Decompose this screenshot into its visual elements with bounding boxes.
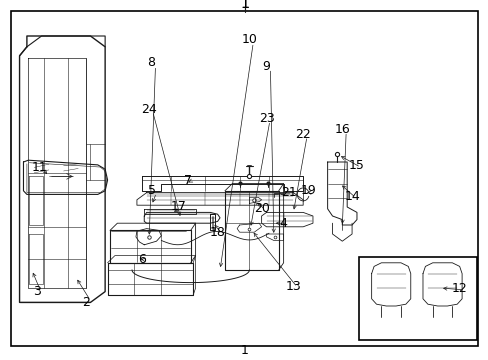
Text: 16: 16 xyxy=(334,123,349,136)
Text: 20: 20 xyxy=(253,202,269,215)
Text: 9: 9 xyxy=(262,60,270,73)
Text: 13: 13 xyxy=(285,280,301,293)
Text: 8: 8 xyxy=(147,57,155,69)
Text: 3: 3 xyxy=(33,285,41,298)
Text: 7: 7 xyxy=(184,174,192,186)
Text: 11: 11 xyxy=(31,161,47,174)
Text: 24: 24 xyxy=(141,103,157,116)
Text: 19: 19 xyxy=(300,184,315,197)
Bar xyxy=(359,257,476,340)
Text: 21: 21 xyxy=(280,186,296,199)
Text: 14: 14 xyxy=(344,190,359,203)
Text: 17: 17 xyxy=(170,201,186,213)
Text: 1: 1 xyxy=(240,0,248,10)
Text: 6: 6 xyxy=(138,253,145,266)
Text: 2: 2 xyxy=(81,296,89,309)
Text: 18: 18 xyxy=(209,226,225,239)
Text: 5: 5 xyxy=(147,184,155,197)
Text: 4: 4 xyxy=(279,217,287,230)
Text: 10: 10 xyxy=(241,33,257,46)
Text: 23: 23 xyxy=(258,112,274,125)
Text: 12: 12 xyxy=(451,282,467,294)
Text: 22: 22 xyxy=(295,129,310,141)
Text: 1: 1 xyxy=(240,345,248,357)
Text: 15: 15 xyxy=(348,159,364,172)
Text: 1: 1 xyxy=(240,0,248,11)
